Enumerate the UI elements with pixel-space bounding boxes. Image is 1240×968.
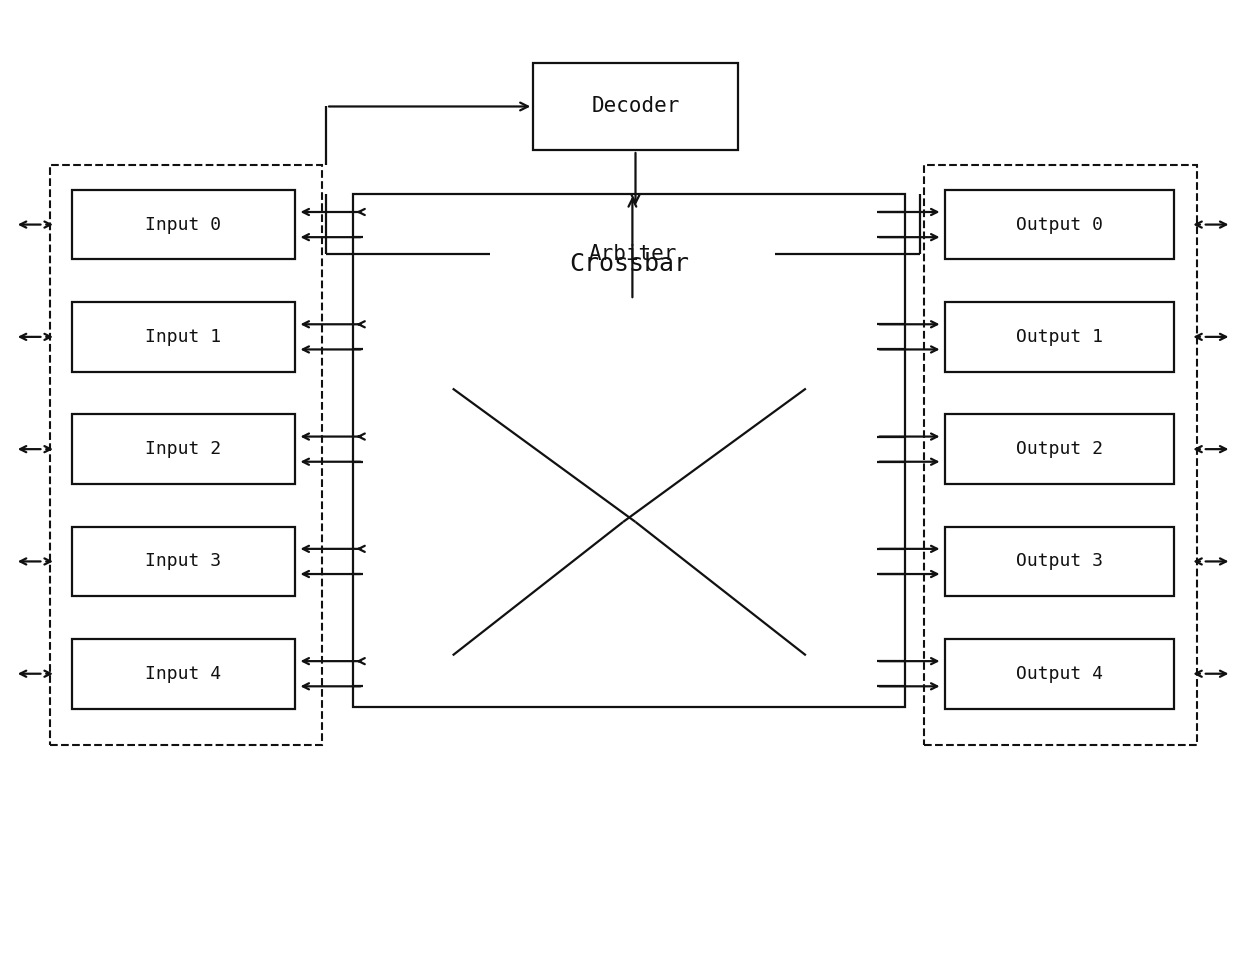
Text: Input 0: Input 0 — [145, 216, 222, 233]
Text: Output 4: Output 4 — [1016, 665, 1104, 682]
Text: Output 2: Output 2 — [1016, 440, 1104, 458]
FancyBboxPatch shape — [533, 63, 738, 150]
Text: Arbiter: Arbiter — [588, 244, 677, 264]
FancyBboxPatch shape — [72, 190, 295, 259]
FancyBboxPatch shape — [353, 194, 905, 707]
FancyBboxPatch shape — [945, 414, 1174, 484]
Text: Output 1: Output 1 — [1016, 328, 1104, 346]
FancyBboxPatch shape — [72, 302, 295, 372]
FancyBboxPatch shape — [945, 639, 1174, 709]
Text: Input 1: Input 1 — [145, 328, 222, 346]
Text: Input 4: Input 4 — [145, 665, 222, 682]
Text: Output 0: Output 0 — [1016, 216, 1104, 233]
FancyBboxPatch shape — [945, 527, 1174, 596]
FancyBboxPatch shape — [72, 527, 295, 596]
FancyBboxPatch shape — [72, 639, 295, 709]
Text: Input 3: Input 3 — [145, 553, 222, 570]
Text: Crossbar: Crossbar — [569, 252, 689, 276]
FancyBboxPatch shape — [72, 414, 295, 484]
FancyBboxPatch shape — [945, 190, 1174, 259]
FancyBboxPatch shape — [945, 302, 1174, 372]
Text: Output 3: Output 3 — [1016, 553, 1104, 570]
Text: Input 2: Input 2 — [145, 440, 222, 458]
FancyBboxPatch shape — [490, 208, 775, 300]
Text: Decoder: Decoder — [591, 97, 680, 116]
